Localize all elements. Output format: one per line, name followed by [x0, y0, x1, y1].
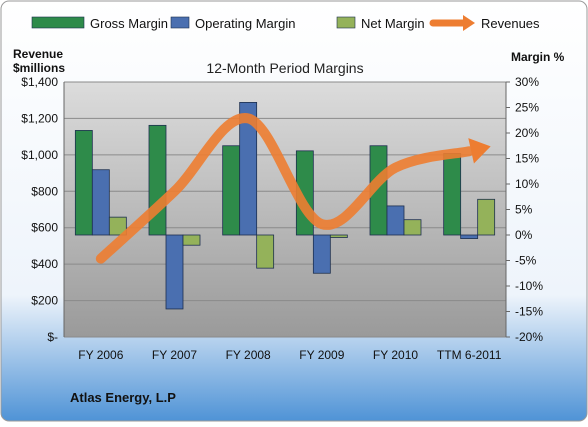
legend-label: Operating Margin	[195, 16, 295, 31]
operating-margin-bar	[460, 234, 479, 239]
legend-swatch	[336, 16, 356, 29]
legend-label: Gross Margin	[90, 16, 168, 31]
net-margin-bar	[477, 198, 496, 236]
gross-margin-bar	[74, 130, 93, 236]
left-axis-label-line2: $millions	[13, 61, 65, 75]
right-tick-label: 30%	[515, 75, 539, 89]
net-margin-bar	[108, 216, 127, 236]
gross-margin-bar	[443, 152, 462, 236]
left-tick-label: $400	[31, 257, 58, 271]
operating-margin-bar	[386, 205, 405, 236]
right-tick-label: -5%	[515, 254, 537, 268]
net-margin-bar	[403, 219, 422, 236]
left-tick-label: $1,200	[21, 111, 58, 125]
footer-company: Atlas Energy, L.P	[70, 390, 176, 405]
left-axis-label-line1: Revenue	[13, 47, 63, 61]
left-tick-label: $-	[47, 330, 58, 344]
legend-label: Net Margin	[361, 16, 425, 31]
category-label: FY 2009	[299, 348, 344, 362]
operating-margin-bar	[165, 234, 184, 310]
net-margin-bar	[256, 234, 275, 269]
right-tick-label: 5%	[515, 203, 533, 217]
left-tick-label: $1,400	[21, 75, 58, 89]
category-label: FY 2008	[226, 348, 271, 362]
right-tick-label: 15%	[515, 152, 539, 166]
operating-margin-bar	[312, 234, 331, 274]
right-tick-label: 20%	[515, 126, 539, 140]
left-tick-label: $200	[31, 294, 58, 308]
right-tick-label: 10%	[515, 177, 539, 191]
category-label: FY 2006	[78, 348, 123, 362]
operating-margin-bar	[91, 169, 110, 236]
left-tick-label: $600	[31, 221, 58, 235]
category-label: FY 2007	[152, 348, 197, 362]
right-axis-label: Margin %	[511, 50, 565, 64]
right-tick-label: 25%	[515, 101, 539, 115]
net-margin-bar	[182, 234, 201, 246]
left-tick-label: $800	[31, 184, 58, 198]
revenues-arrowhead	[468, 138, 491, 164]
category-label: TTM 6-2011	[437, 348, 502, 362]
plot-area	[64, 82, 506, 337]
legend-swatch	[31, 16, 85, 29]
right-tick-label: -20%	[515, 330, 543, 344]
category-label: FY 2010	[373, 348, 418, 362]
net-margin-bar	[329, 234, 348, 238]
right-tick-label: 0%	[515, 228, 533, 242]
revenues-line	[95, 113, 475, 264]
legend-swatch	[170, 16, 190, 29]
right-tick-label: -15%	[515, 305, 543, 319]
chart-title: 12-Month Period Margins	[206, 60, 363, 76]
left-tick-label: $1,000	[21, 148, 58, 162]
legend-swatch-arrow	[463, 15, 475, 31]
operating-margin-bar	[239, 102, 258, 236]
legend-label: Revenues	[481, 16, 540, 31]
right-tick-label: -10%	[515, 279, 543, 293]
gross-margin-bar	[222, 145, 241, 236]
